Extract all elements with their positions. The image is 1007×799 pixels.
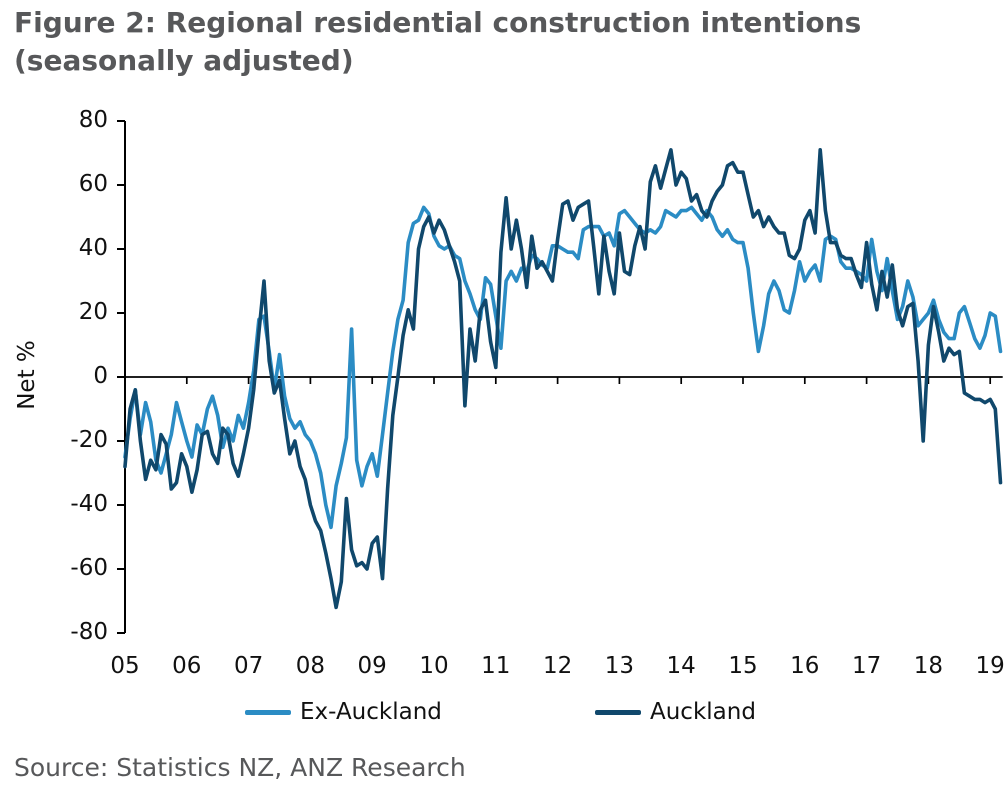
x-axis-tick-label: 19 xyxy=(975,653,1005,679)
x-axis-tick-label: 13 xyxy=(604,653,635,679)
x-axis-tick-label: 12 xyxy=(542,653,573,679)
x-axis-tick-label: 08 xyxy=(295,653,326,679)
x-axis-tick-label: 17 xyxy=(851,653,882,679)
auckland-line xyxy=(123,148,1003,610)
x-axis-tick-label: 10 xyxy=(419,653,449,679)
auckland-legend-swatch xyxy=(595,709,641,715)
y-axis-tick-label: -40 xyxy=(70,491,108,517)
ex-auckland-legend-swatch xyxy=(245,709,291,715)
auckland-legend-label: Auckland xyxy=(650,699,756,725)
y-axis-tick-label: 20 xyxy=(78,299,108,325)
y-axis-tick-label: -80 xyxy=(70,619,108,645)
x-axis-tick-label: 14 xyxy=(666,653,696,679)
chart-title-line1: Figure 2: Regional residential construct… xyxy=(14,6,862,39)
y-axis-tick-label: -60 xyxy=(70,555,108,581)
y-axis-tick-label: 60 xyxy=(78,171,108,197)
x-axis-tick-label: 16 xyxy=(790,653,820,679)
y-axis-title: Net % xyxy=(14,340,40,410)
x-axis-tick-label: 11 xyxy=(481,653,511,679)
ex-auckland-legend-label: Ex-Auckland xyxy=(300,699,442,725)
x-axis-tick-label: 09 xyxy=(357,653,387,679)
y-axis-tick-label: 40 xyxy=(78,235,108,261)
chart-title: Figure 2: Regional residential construct… xyxy=(14,4,994,80)
legend-item-ex-auckland: Ex-Auckland xyxy=(245,699,442,725)
legend-item-auckland: Auckland xyxy=(595,699,756,725)
chart-title-line2: (seasonally adjusted) xyxy=(14,43,354,77)
y-axis-tick-label: 0 xyxy=(93,363,108,389)
y-axis-tick-label: -20 xyxy=(70,427,108,453)
x-axis-tick-label: 05 xyxy=(110,653,140,679)
x-axis-tick-label: 18 xyxy=(913,653,944,679)
y-axis-tick-label: 80 xyxy=(78,107,108,133)
source-note: Source: Statistics NZ, ANZ Research xyxy=(14,753,466,782)
x-axis-tick-label: 06 xyxy=(172,653,202,679)
x-axis-tick-label: 15 xyxy=(728,653,758,679)
x-axis-tick-label: 07 xyxy=(233,653,264,679)
